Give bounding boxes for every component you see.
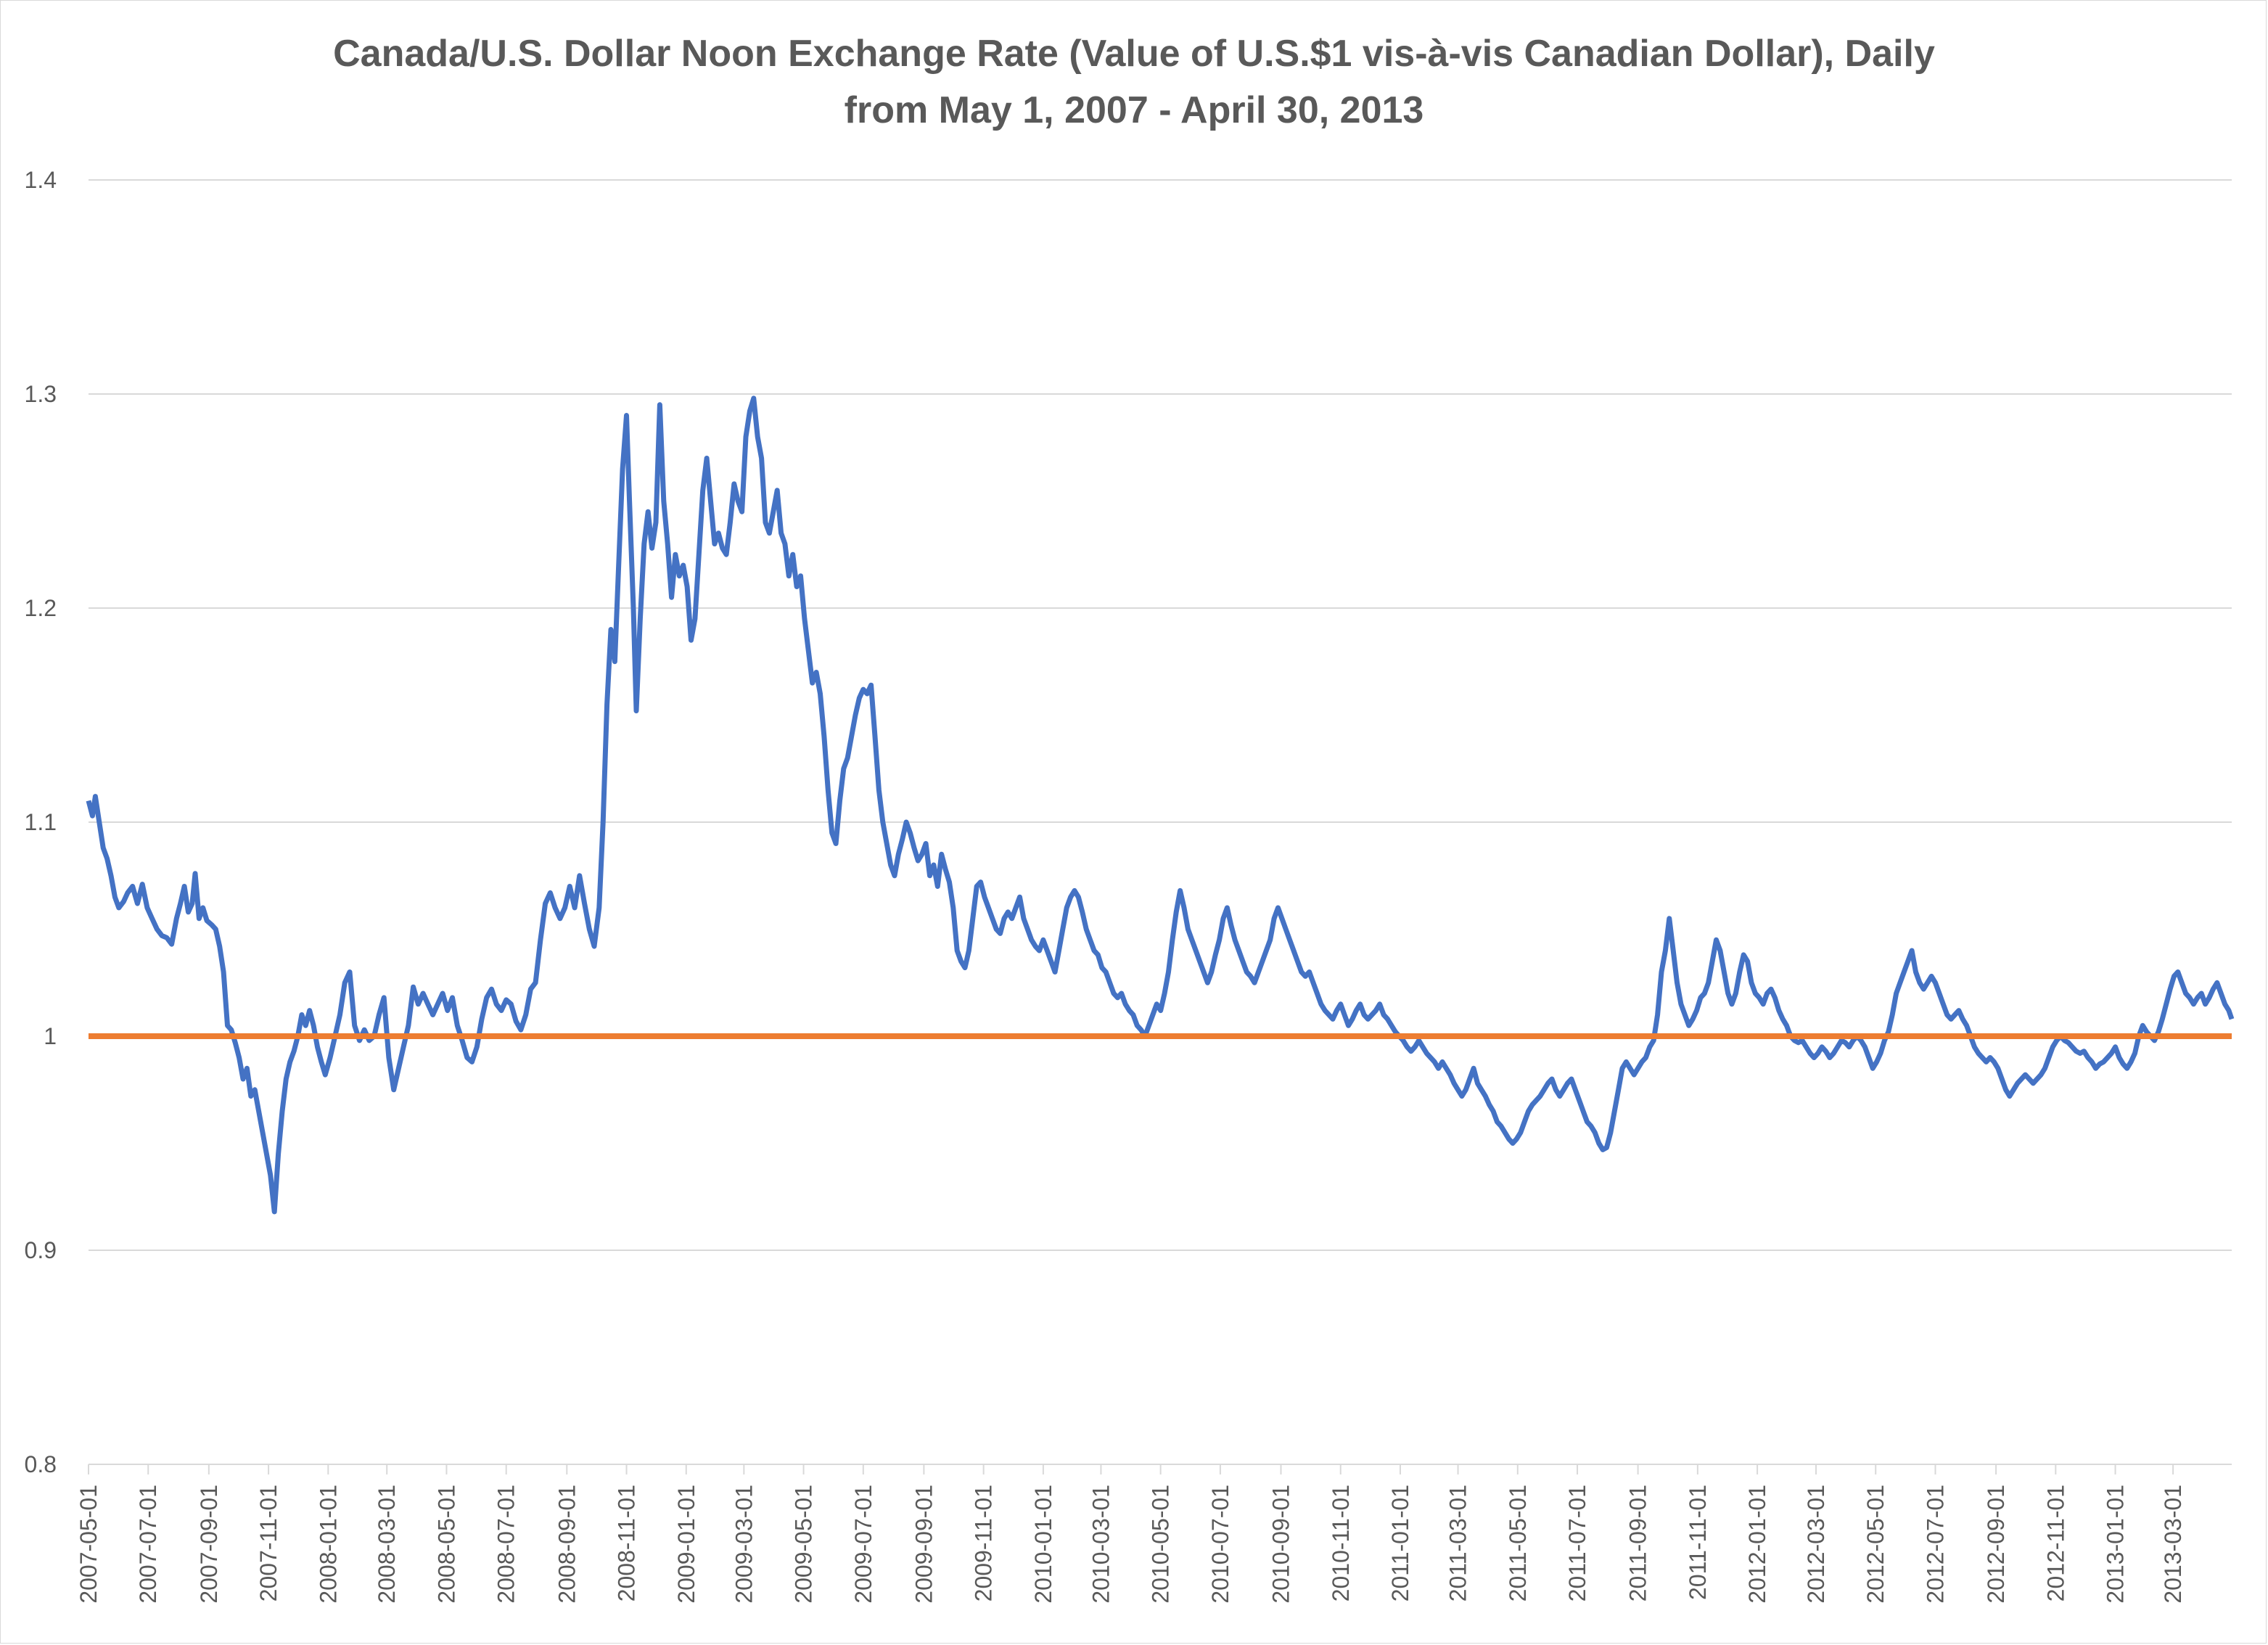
rate-series-line [86,395,2235,1215]
y-axis-ticks: 0.8 0.9 1 1.1 1.2 1.3 1.4 [25,167,57,1477]
x-tick-label: 2010-07-01 [1207,1485,1233,1604]
x-tick-label: 2011-05-01 [1505,1485,1531,1601]
y-tick-label: 1.4 [25,167,57,193]
y-tick-label: 0.9 [25,1237,57,1263]
x-tick-label: 2013-01-01 [2103,1485,2129,1604]
x-tick-label: 2008-05-01 [433,1485,459,1604]
x-tick-label: 2011-07-01 [1564,1485,1590,1601]
y-tick-label: 1.1 [25,809,57,835]
x-tick-label: 2009-09-01 [911,1485,937,1604]
x-tick-label: 2012-05-01 [1862,1485,1889,1604]
x-tick-label: 2011-09-01 [1625,1485,1651,1601]
x-tick-label: 2009-11-01 [971,1485,997,1601]
x-tick-label: 2010-09-01 [1268,1485,1294,1604]
chart-title: Canada/U.S. Dollar Noon Exchange Rate (V… [333,33,1935,75]
chart-subtitle: from May 1, 2007 - April 30, 2013 [844,89,1424,131]
x-tick-label: 2011-01-01 [1387,1485,1413,1601]
y-tick-label: 1.2 [25,595,57,621]
series-layer [86,395,2235,1215]
x-tick-label: 2011-11-01 [1685,1485,1711,1600]
x-tick-label: 2012-07-01 [1922,1485,1948,1604]
x-tick-label: 2008-03-01 [374,1485,400,1604]
x-tick-label: 2010-05-01 [1148,1485,1174,1604]
x-axis: 2007-05-01 2007-07-01 2007-09-01 2007-11-01… [75,1464,2232,1604]
x-tick-label: 2009-03-01 [731,1485,757,1604]
x-tick-label: 2011-03-01 [1445,1485,1471,1601]
x-tick-label: 2012-11-01 [2042,1485,2068,1601]
x-tick-label: 2007-07-01 [135,1485,161,1604]
x-tick-label: 2007-09-01 [196,1485,222,1604]
x-tick-label: 2012-01-01 [1744,1485,1770,1604]
x-tick-label: 2008-01-01 [315,1485,341,1604]
x-tick-label: 2010-01-01 [1030,1485,1056,1604]
y-tick-label: 0.8 [25,1451,57,1477]
x-tick-label: 2012-03-01 [1803,1485,1829,1604]
x-tick-label: 2008-11-01 [614,1485,640,1601]
y-tick-label: 1 [44,1023,57,1049]
x-tick-label: 2007-11-01 [255,1485,282,1601]
x-tick-label: 2007-05-01 [75,1485,102,1604]
x-tick-label: 2010-11-01 [1328,1485,1354,1601]
y-tick-label: 1.3 [25,381,57,407]
x-tick-label: 2009-07-01 [850,1485,876,1604]
gridlines [89,179,2232,1465]
x-tick-label: 2009-05-01 [791,1485,817,1604]
x-tick-label: 2013-03-01 [2160,1485,2186,1604]
x-tick-label: 2009-01-01 [673,1485,699,1604]
x-tick-label: 2010-03-01 [1088,1485,1114,1604]
x-tick-label: 2012-09-01 [1983,1485,2009,1604]
x-tick-label: 2008-09-01 [554,1485,580,1604]
x-tick-label: 2008-07-01 [493,1485,519,1604]
